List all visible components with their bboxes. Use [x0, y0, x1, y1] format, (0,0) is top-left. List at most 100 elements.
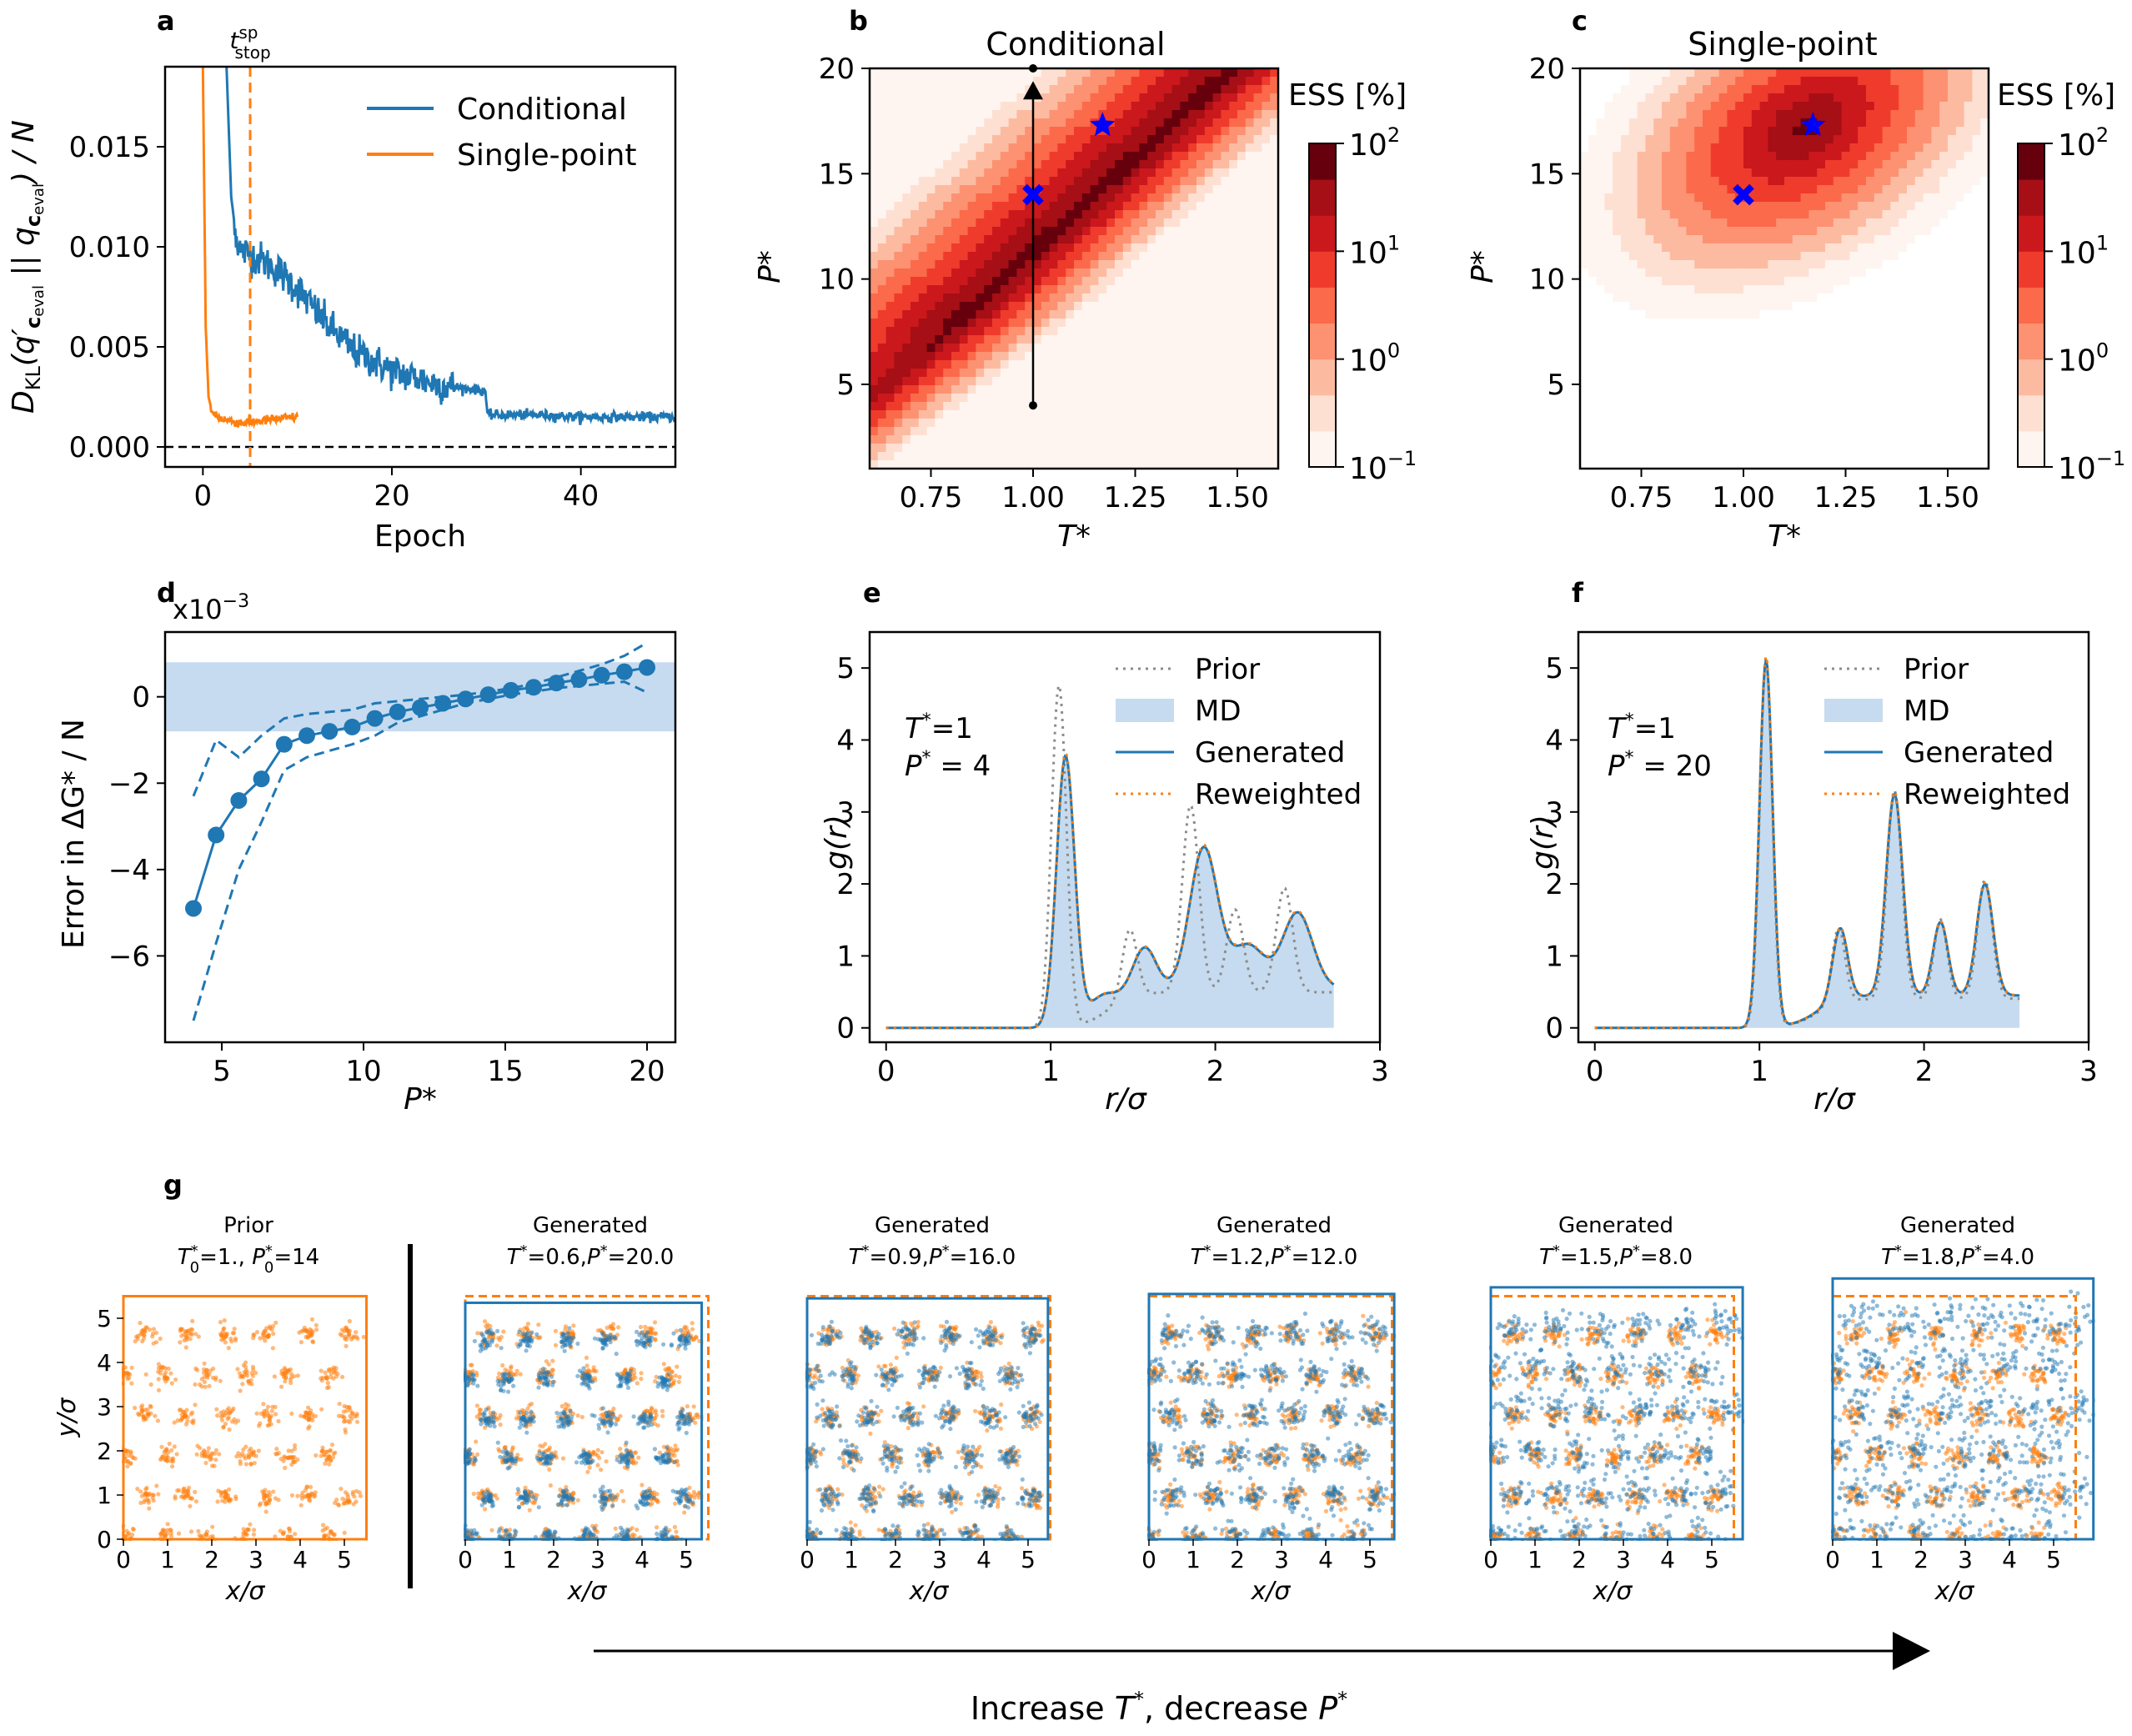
- panel-b-cell: [1221, 444, 1230, 453]
- panel-c-cell: [1980, 344, 1989, 353]
- panel-c-cell: [1841, 202, 1850, 211]
- panel-b-cell: [943, 143, 952, 153]
- panel-b-cell: [910, 193, 920, 203]
- panel-b-cell: [1115, 410, 1124, 419]
- panel-c-cell: [1637, 77, 1646, 86]
- panel-b-cell: [1041, 152, 1051, 161]
- panel-c-cell: [1923, 218, 1932, 228]
- panel-b-cell: [1156, 402, 1165, 411]
- panel-b-cell: [1156, 68, 1165, 78]
- panel-c-cell: [1621, 277, 1630, 286]
- panel-c-cell: [1923, 402, 1932, 411]
- panel-c-cell: [1825, 135, 1834, 144]
- panel-b-cell: [976, 444, 985, 453]
- panel-c-cell: [1686, 243, 1695, 253]
- panel-c-cell: [1972, 285, 1981, 294]
- panel-b-cell: [1057, 168, 1066, 178]
- panel-b-cell: [935, 268, 944, 278]
- panel-b-cell: [967, 260, 976, 269]
- panel-c-cell: [1669, 168, 1679, 178]
- panel-c-cell: [1703, 302, 1712, 311]
- panel-b-cell: [1245, 327, 1255, 336]
- panel-c-cell: [1686, 135, 1695, 144]
- panel-c-cell: [1784, 93, 1793, 103]
- panel-b-cell: [1025, 135, 1034, 144]
- panel-c-cell: [1637, 344, 1646, 353]
- reference-x-marker: [1733, 183, 1754, 206]
- panel-b-cell: [943, 268, 952, 278]
- colorbar-level: [1309, 143, 1336, 180]
- panel-c-cell: [1899, 460, 1908, 469]
- panel-c-cell: [1939, 193, 1949, 203]
- panel-b-cell: [1204, 185, 1214, 194]
- panel-b-cell: [1147, 402, 1156, 411]
- panel-c-cell: [1735, 377, 1744, 386]
- panel-b-cell: [1245, 435, 1255, 444]
- panel-c-cell: [1710, 294, 1720, 303]
- panel-b-cell: [894, 377, 903, 386]
- panel-c-cell: [1833, 360, 1843, 369]
- panel-b-cell: [1025, 77, 1034, 86]
- panel-c-cell: [1727, 252, 1736, 261]
- panel-c-cell: [1849, 177, 1859, 186]
- panel-c-cell: [1825, 444, 1834, 453]
- panel-c-cell: [1931, 210, 1940, 219]
- panel-b-cell: [1229, 352, 1238, 361]
- panel-b-cell: [976, 385, 985, 394]
- panel-b-cell: [1008, 268, 1017, 278]
- panel-b-cell: [894, 243, 903, 253]
- panel-b-cell: [1237, 369, 1247, 378]
- panel-c-cell: [1972, 294, 1981, 303]
- panel-b-cell: [1016, 110, 1026, 119]
- panel-c-cell: [1743, 152, 1753, 161]
- panel-c-cell: [1792, 202, 1802, 211]
- panel-c-cell: [1948, 335, 1957, 344]
- panel-b-cell: [1122, 110, 1132, 119]
- panel-b-cell: [870, 285, 879, 294]
- panel-b-cell: [1115, 427, 1124, 436]
- panel-c-cell: [1882, 135, 1891, 144]
- panel-b-cell: [1188, 452, 1197, 461]
- panel-b-cell: [877, 185, 887, 194]
- colorbar-level: [2018, 430, 2044, 468]
- panel-b-cell: [1057, 444, 1066, 453]
- panel-c-cell: [1637, 252, 1646, 261]
- panel-b-cell: [1074, 143, 1083, 153]
- panel-b-cell: [1000, 77, 1010, 86]
- panel-b-cell: [1000, 202, 1010, 211]
- panel-c-cell: [1669, 327, 1679, 336]
- panel-b-cell: [1090, 302, 1099, 311]
- panel-c-cell: [1817, 444, 1826, 453]
- panel-b-cell: [967, 193, 976, 203]
- panel-c-cell: [1653, 444, 1663, 453]
- panel-b-cell: [918, 260, 928, 269]
- panel-c-cell: [1948, 235, 1957, 244]
- panel-c-cell: [1931, 110, 1940, 119]
- panel-c-cell: [1825, 377, 1834, 386]
- panel-c-cell: [1703, 110, 1712, 119]
- panel-c-cell: [1980, 427, 1989, 436]
- panel-c-cell: [1588, 277, 1598, 286]
- panel-c-cell: [1588, 294, 1598, 303]
- panel-b-cell: [1098, 277, 1107, 286]
- panel-b-cell: [1057, 427, 1066, 436]
- panel-c-cell: [1718, 327, 1728, 336]
- panel-b-cell: [1008, 285, 1017, 294]
- panel-c-cell: [1596, 360, 1605, 369]
- panel-c-cell: [1800, 352, 1809, 361]
- panel-c-cell: [1907, 285, 1916, 294]
- panel-c-cell: [1604, 277, 1613, 286]
- panel-b-cell: [1237, 77, 1247, 86]
- panel-c-cell: [1825, 68, 1834, 78]
- panel-c-cell: [1808, 152, 1818, 161]
- panel-c-cell: [1955, 335, 1965, 344]
- panel-b-cell: [1081, 352, 1091, 361]
- panel-c-cell: [1743, 335, 1753, 344]
- panel-c-cell: [1735, 452, 1744, 461]
- panel-b-cell: [1221, 68, 1230, 78]
- panel-b-cell: [1229, 235, 1238, 244]
- panel-b-cell: [1180, 260, 1189, 269]
- panel-c-cell: [1662, 152, 1671, 161]
- panel-c-cell: [1613, 110, 1622, 119]
